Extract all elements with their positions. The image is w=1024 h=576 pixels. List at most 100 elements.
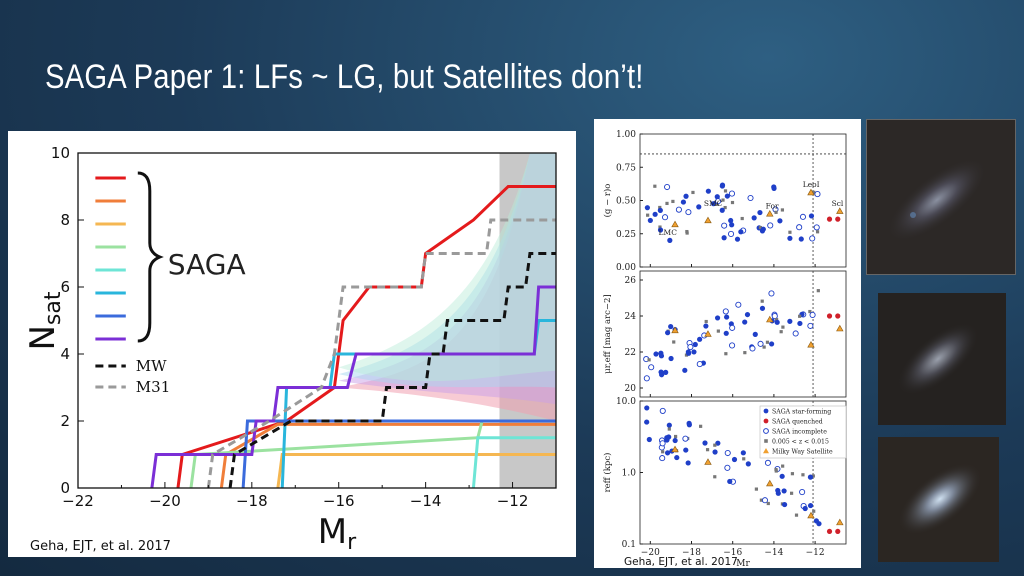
point-mw-satellite xyxy=(704,216,712,224)
point-saga-star-forming xyxy=(683,193,689,199)
y-tick-label: 20 xyxy=(625,384,637,394)
point-saga-star-forming xyxy=(702,440,708,446)
y-tick-label: 0 xyxy=(60,479,70,497)
plot-frame xyxy=(77,152,557,489)
point-saga-star-forming xyxy=(721,235,727,241)
galaxy-label: LeoI xyxy=(803,180,820,189)
point-background xyxy=(691,190,695,195)
point-saga-incomplete xyxy=(735,301,742,308)
point-background xyxy=(762,345,766,349)
point-saga-incomplete xyxy=(729,342,736,349)
point-background xyxy=(775,318,779,322)
point-saga-star-forming xyxy=(664,450,671,456)
point-mw-satellite xyxy=(766,315,774,323)
point-saga-incomplete xyxy=(809,311,816,319)
nsat-luminosity-function-chart: −22 −20 −18 −16 −14 −12 0 2 4 6 8 10 Mr Nsat SAGA MW M31… xyxy=(8,131,576,557)
point-saga-star-forming xyxy=(787,235,793,241)
point-saga-incomplete xyxy=(664,183,671,191)
x-tick-label: −20 xyxy=(641,548,660,558)
y-tick-label: 0.00 xyxy=(616,263,636,273)
point-background xyxy=(789,491,794,495)
point-saga-star-forming xyxy=(757,209,763,216)
legend-saga-label: SAGA xyxy=(168,248,246,281)
point-background xyxy=(794,513,799,517)
point-saga-star-forming xyxy=(760,226,766,232)
point-saga-incomplete xyxy=(761,497,769,504)
point-saga-incomplete xyxy=(685,209,692,216)
point-saga-star-forming xyxy=(723,330,729,336)
panel-frame xyxy=(639,133,847,268)
point-saga-star-forming xyxy=(808,213,815,219)
point-saga-incomplete xyxy=(807,322,814,329)
x-tick-label: −22 xyxy=(62,492,94,510)
point-saga-star-forming xyxy=(663,369,669,375)
point-background xyxy=(765,340,770,344)
point-background xyxy=(672,340,676,344)
point-background xyxy=(740,216,744,221)
point-saga-star-forming xyxy=(813,518,819,524)
point-background xyxy=(780,208,785,212)
point-background xyxy=(723,205,727,210)
point-background xyxy=(716,329,720,333)
galaxy-label: SMC xyxy=(704,199,723,208)
y-tick-label: 24 xyxy=(625,312,637,322)
x-tick-label: −16 xyxy=(323,492,355,510)
legend-mw-label: MW xyxy=(136,357,167,375)
point-background xyxy=(774,210,778,214)
point-background xyxy=(699,424,703,428)
point-saga-incomplete xyxy=(771,313,778,320)
point-background xyxy=(665,201,669,206)
point-saga-star-forming xyxy=(719,183,725,189)
point-saga-incomplete xyxy=(675,206,682,213)
point-mw-satellite xyxy=(807,511,815,519)
galaxy-image-3 xyxy=(878,437,999,562)
legend-label: SAGA quenched xyxy=(772,419,823,426)
point-saga-incomplete xyxy=(659,407,666,414)
point-background xyxy=(713,475,717,479)
model-envelope xyxy=(338,153,556,382)
point-saga-incomplete xyxy=(687,343,694,351)
x-axis-label: Mr xyxy=(736,559,750,568)
y-tick-label: 10.0 xyxy=(616,397,636,407)
point-saga-star-forming xyxy=(728,217,734,224)
point-saga-star-forming xyxy=(715,440,721,446)
point-saga-incomplete xyxy=(727,230,735,237)
saga-line-8 xyxy=(150,285,556,489)
point-saga-incomplete xyxy=(715,198,722,205)
m31-line xyxy=(206,218,556,489)
saga-line-2 xyxy=(219,422,556,489)
point-saga-star-forming xyxy=(691,349,697,355)
point-background xyxy=(758,225,763,230)
point-background xyxy=(647,358,651,362)
legend-marker xyxy=(763,408,769,414)
y-tick-label: 6 xyxy=(60,278,70,296)
point-saga-star-forming xyxy=(697,336,703,342)
point-mw-satellite xyxy=(766,209,774,217)
point-saga-incomplete xyxy=(799,213,807,220)
slide-title: SAGA Paper 1: LFs ~ LG, but Satellites d… xyxy=(45,58,644,96)
y-tick-label: 2 xyxy=(60,412,70,430)
point-saga-incomplete xyxy=(724,449,731,457)
y-tick-label: 10 xyxy=(51,144,70,162)
point-saga-star-forming xyxy=(797,320,803,327)
point-saga-star-forming xyxy=(703,323,709,329)
point-saga-star-forming xyxy=(779,473,785,479)
point-background xyxy=(815,230,820,234)
galaxy-image-1 xyxy=(866,119,1016,275)
legend-label: Milky Way Satellite xyxy=(772,449,833,456)
point-background xyxy=(798,314,802,318)
point-saga-star-forming xyxy=(686,422,692,428)
left-credit: Geha, EJT, et al. 2017 xyxy=(30,539,171,554)
galaxy-label: For xyxy=(766,201,779,210)
point-saga-star-forming xyxy=(745,461,751,467)
point-saga-star-forming xyxy=(744,311,751,318)
point-saga-star-forming xyxy=(664,437,670,443)
legend-brace xyxy=(137,171,164,343)
point-saga-quenched xyxy=(826,216,833,222)
point-mw-satellite xyxy=(671,220,679,228)
point-saga-incomplete xyxy=(729,324,736,331)
legend-label: SAGA star-forming xyxy=(772,409,831,416)
point-saga-incomplete xyxy=(792,330,799,337)
point-background xyxy=(653,184,657,188)
legend-marker xyxy=(763,428,769,434)
